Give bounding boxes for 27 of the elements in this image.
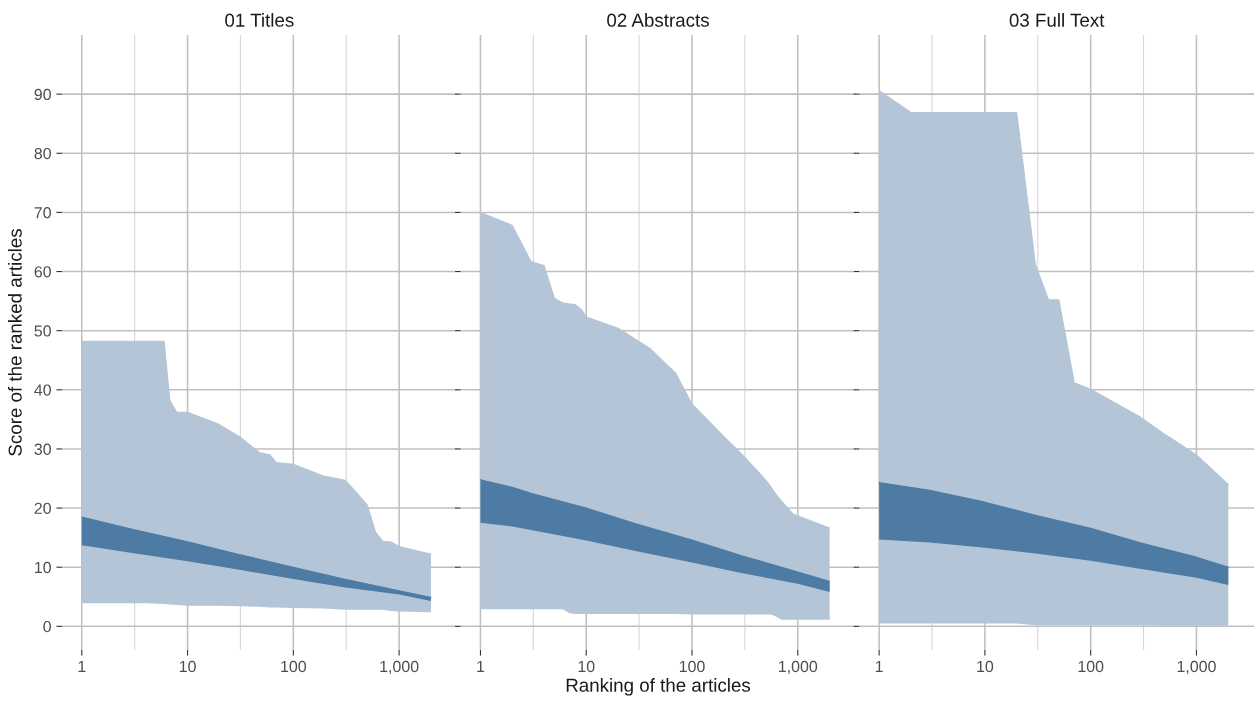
- y-tick-label: 50: [34, 325, 51, 337]
- y-tick-label: 90: [34, 88, 51, 101]
- chart-title: 03 Full Text: [1009, 13, 1105, 27]
- x-tick-label: 10: [179, 660, 196, 673]
- y-tick-label: 40: [34, 384, 51, 396]
- y-tick-label: 30: [34, 443, 51, 455]
- y-tick-label: 70: [34, 207, 51, 219]
- x-tick-label: 1: [477, 661, 485, 672]
- x-tick-label: 100: [1078, 660, 1104, 673]
- x-tick-label: 10: [977, 660, 994, 673]
- chart-title: 01 Titles: [225, 13, 294, 27]
- x-tick-label: 1: [875, 661, 883, 672]
- y-tick-label: 60: [34, 266, 51, 278]
- x-tick-label: 1,000: [1177, 660, 1216, 675]
- x-tick-label: 100: [679, 660, 705, 673]
- y-tick-label: 10: [35, 561, 51, 574]
- x-tick-label: 10: [578, 660, 595, 673]
- y-tick-label: 20: [34, 502, 51, 515]
- x-axis-title: Ranking of the articles: [566, 678, 751, 696]
- x-tick-label: 100: [281, 660, 307, 673]
- x-tick-label: 1: [78, 661, 86, 672]
- chart-title: 02 Abstracts: [607, 13, 709, 27]
- y-axis-title: Score of the ranked articles: [8, 229, 22, 456]
- x-tick-label: 1,000: [779, 660, 818, 675]
- y-tick-label: 80: [34, 147, 51, 160]
- y-tick-label: 0: [43, 620, 51, 633]
- x-tick-label: 1,000: [380, 660, 419, 675]
